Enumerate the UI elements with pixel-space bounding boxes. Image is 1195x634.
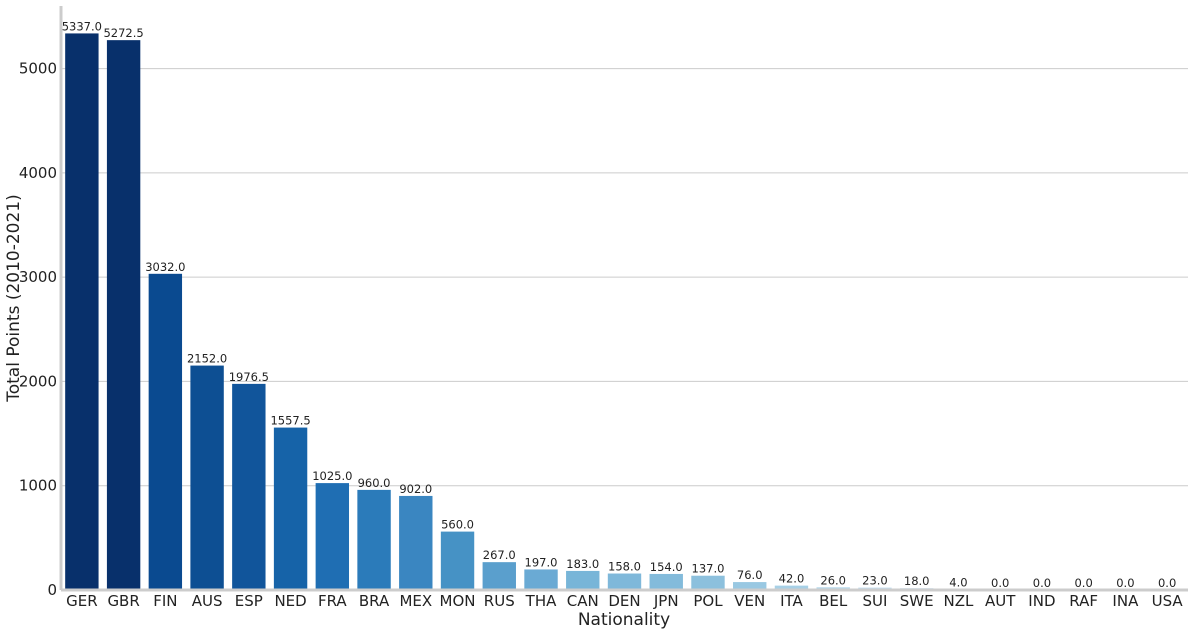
x-tick-label: BEL xyxy=(819,592,848,610)
bar-mon xyxy=(440,531,475,590)
bar-value-label: 154.0 xyxy=(650,560,683,574)
bar-value-label: 3032.0 xyxy=(145,260,185,274)
bar-value-label: 0.0 xyxy=(1158,576,1176,590)
x-tick-label: SUI xyxy=(862,592,887,610)
bar-pol xyxy=(691,575,725,590)
x-tick-label: BRA xyxy=(359,592,390,610)
bar-value-label: 4.0 xyxy=(949,576,967,590)
x-tick-label: GER xyxy=(66,592,98,610)
bar-value-label: 2152.0 xyxy=(187,352,227,366)
bar-value-label: 0.0 xyxy=(1033,576,1051,590)
x-tick-label: IND xyxy=(1028,592,1055,610)
bar-value-label: 158.0 xyxy=(608,560,641,574)
gridlines xyxy=(61,68,1188,487)
bar-fra xyxy=(315,483,350,590)
bar-value-label: 23.0 xyxy=(862,574,888,588)
x-tick-label: ESP xyxy=(235,592,263,610)
x-tick-label: FRA xyxy=(318,592,347,610)
x-tick-label: ITA xyxy=(780,592,803,610)
x-tick-label: THA xyxy=(525,592,557,610)
bar-value-label: 26.0 xyxy=(820,573,846,587)
x-axis-title: Nationality xyxy=(578,610,670,630)
y-tick-label: 4000 xyxy=(19,164,57,182)
x-tick-label: JPN xyxy=(653,592,679,610)
x-tick-label: INA xyxy=(1112,592,1139,610)
bar-value-label: 0.0 xyxy=(1116,576,1134,590)
bar-value-label: 1557.5 xyxy=(270,414,310,428)
bar-fin xyxy=(148,273,183,590)
y-tick-labels: 0 1000 2000 3000 4000 5000 xyxy=(19,60,57,599)
x-tick-label: RUS xyxy=(484,592,515,610)
bar-aus xyxy=(190,365,224,590)
x-tick-labels: GER GBR FIN AUS ESP NED FRA BRA MEX MON RUS THA CAN D… xyxy=(66,592,1183,610)
bar-rus xyxy=(482,562,516,590)
bar-jpn xyxy=(649,573,683,590)
x-tick-label: AUT xyxy=(985,592,1016,610)
x-tick-label: NZL xyxy=(943,592,973,610)
bar-ger xyxy=(65,33,99,591)
bar-value-label: 267.0 xyxy=(483,548,516,562)
bar-value-label: 0.0 xyxy=(991,576,1009,590)
axis-spines xyxy=(59,6,1188,592)
bar-value-label: 76.0 xyxy=(737,568,763,582)
bar-value-label: 18.0 xyxy=(904,574,930,588)
bar-value-label: 560.0 xyxy=(441,518,474,532)
x-tick-label: MON xyxy=(440,592,476,610)
x-tick-label: SWE xyxy=(900,592,934,610)
bar-bra xyxy=(357,489,391,590)
x-tick-label: MEX xyxy=(399,592,432,610)
bar-esp xyxy=(232,383,266,590)
x-tick-label: AUS xyxy=(192,592,223,610)
bar-value-label: 5337.0 xyxy=(62,19,102,33)
y-axis-title: Total Points (2010-2021) xyxy=(4,194,24,403)
bar-value-label: 137.0 xyxy=(692,562,725,576)
bar-den xyxy=(607,573,642,590)
x-tick-label: POL xyxy=(693,592,723,610)
bars xyxy=(65,33,976,591)
x-tick-label: FIN xyxy=(153,592,177,610)
y-tick-label: 3000 xyxy=(19,268,57,286)
y-tick-label: 1000 xyxy=(19,477,57,495)
x-tick-label: CAN xyxy=(567,592,599,610)
bar-ven xyxy=(733,582,767,590)
bar-tha xyxy=(524,569,558,590)
bar-mex xyxy=(399,495,433,590)
bar-value-label: 1976.5 xyxy=(229,370,269,384)
bar-value-label: 960.0 xyxy=(358,476,391,490)
bar-value-label: 183.0 xyxy=(566,557,599,571)
x-tick-label: RAF xyxy=(1069,592,1098,610)
bar-value-label: 0.0 xyxy=(1074,576,1092,590)
y-tick-label: 2000 xyxy=(19,372,57,390)
bar-value-label: 1025.0 xyxy=(312,469,352,483)
bar-value-label: 5272.5 xyxy=(103,26,143,40)
y-tick-label: 5000 xyxy=(19,60,57,78)
x-tick-label: GBR xyxy=(107,592,139,610)
x-tick-label: DEN xyxy=(608,592,640,610)
bar-gbr xyxy=(106,40,141,591)
bar-ita xyxy=(774,585,809,590)
bar-ned xyxy=(273,427,308,590)
x-tick-label: VEN xyxy=(734,592,765,610)
bar-value-label: 197.0 xyxy=(525,555,558,569)
bar-value-label: 902.0 xyxy=(399,482,432,496)
bar-value-label: 42.0 xyxy=(779,572,805,586)
x-tick-label: NED xyxy=(274,592,306,610)
y-tick-label: 0 xyxy=(47,581,57,599)
bar-can xyxy=(566,570,600,590)
x-tick-label: USA xyxy=(1152,592,1184,610)
